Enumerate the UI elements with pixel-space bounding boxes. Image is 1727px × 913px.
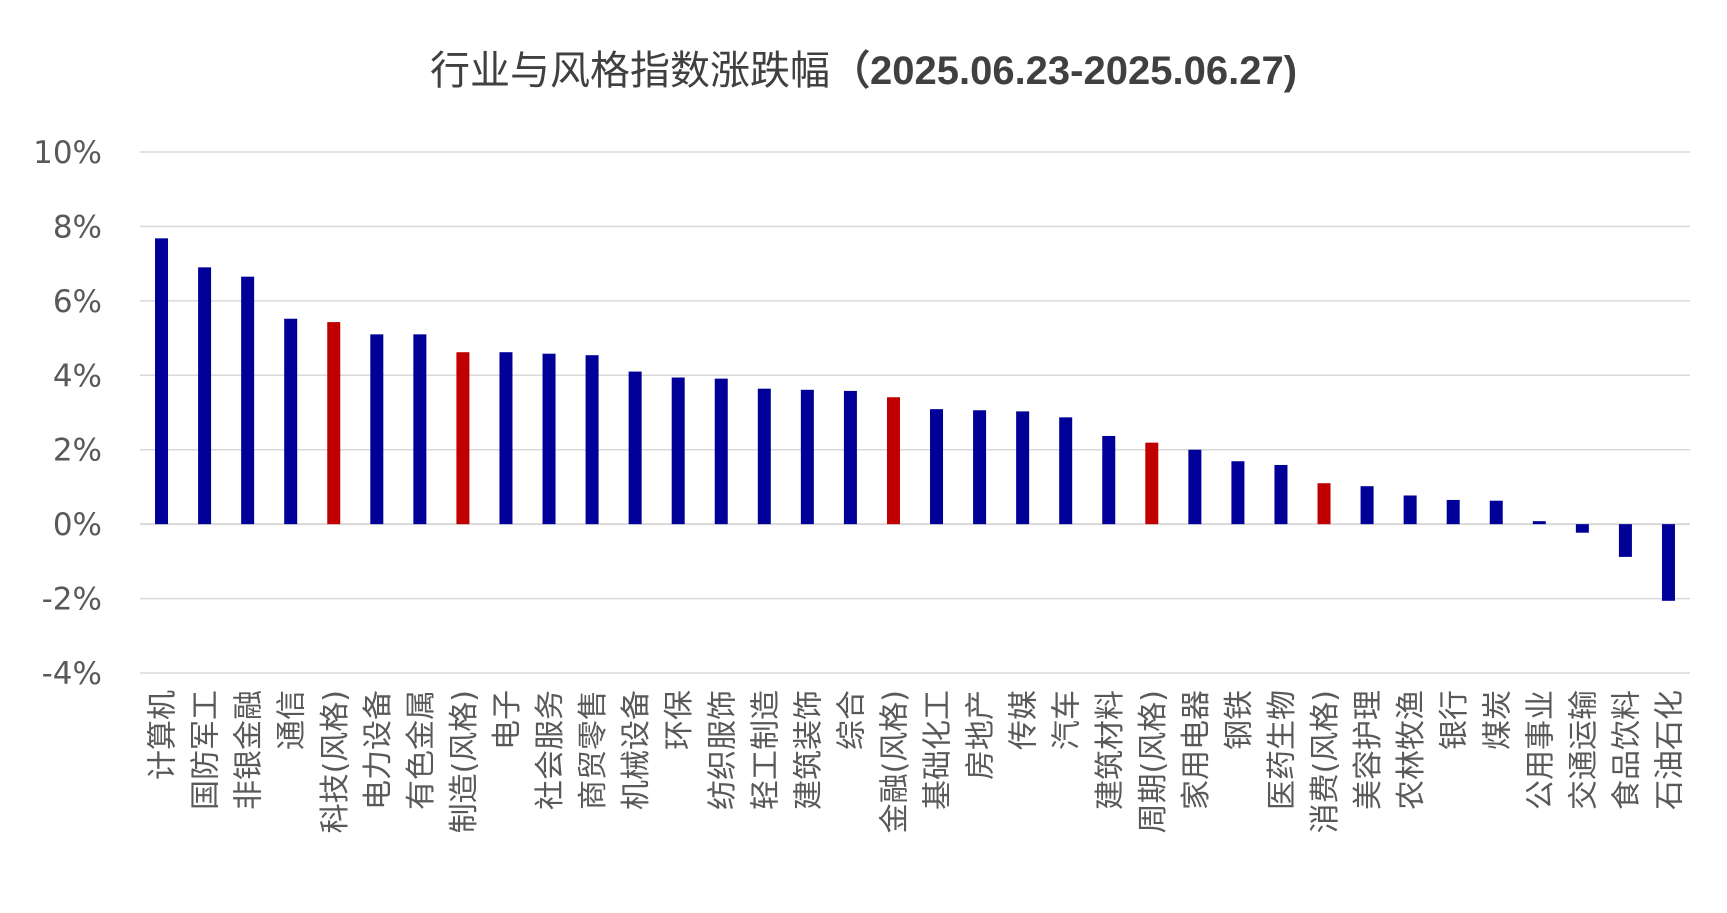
x-tick-label: 环保 bbox=[662, 690, 697, 750]
bar bbox=[1446, 499, 1460, 525]
y-tick-label: 0% bbox=[53, 507, 102, 543]
x-tick-label: 汽车 bbox=[1050, 690, 1085, 750]
x-tick-label: 传媒 bbox=[1007, 690, 1042, 750]
bar bbox=[1102, 435, 1116, 525]
bar bbox=[1016, 411, 1030, 525]
bar bbox=[1403, 495, 1417, 525]
x-tick-label: 美容护理 bbox=[1351, 690, 1386, 810]
bar bbox=[800, 389, 814, 525]
bar bbox=[973, 410, 987, 525]
chart-title-text: 行业与风格指数涨跌幅 bbox=[429, 48, 830, 94]
x-tick-label: 商贸零售 bbox=[576, 690, 611, 810]
bar bbox=[714, 378, 728, 525]
x-tick-label: 社会服务 bbox=[533, 690, 568, 810]
bar bbox=[370, 334, 384, 525]
bar bbox=[1575, 524, 1589, 533]
x-tick-label: 综合 bbox=[834, 690, 869, 750]
x-tick-label: 制造(风格) bbox=[447, 690, 482, 833]
x-tick-label: 家用电器 bbox=[1179, 690, 1214, 810]
x-tick-label: 科技(风格) bbox=[318, 690, 353, 833]
x-tick-label: 周期(风格) bbox=[1136, 690, 1171, 833]
bar bbox=[241, 276, 255, 525]
bar bbox=[1489, 500, 1503, 525]
bar bbox=[198, 267, 212, 525]
bar bbox=[886, 397, 900, 525]
x-tick-label: 轻工制造 bbox=[748, 690, 783, 810]
y-axis-ticks: 10% 8% 6% 4% 2% 0% -2% -4% bbox=[33, 135, 102, 692]
x-tick-label: 钢铁 bbox=[1222, 690, 1257, 750]
bar bbox=[1618, 524, 1632, 557]
x-tick-label: 建筑装饰 bbox=[791, 690, 826, 810]
x-tick-label: 计算机 bbox=[146, 690, 181, 780]
x-tick-label: 煤炭 bbox=[1480, 690, 1515, 750]
bar bbox=[327, 322, 341, 525]
y-tick-label: 2% bbox=[53, 433, 102, 469]
x-tick-label: 建筑材料 bbox=[1093, 690, 1128, 810]
bar bbox=[628, 371, 642, 525]
x-tick-label: 医药生物 bbox=[1265, 690, 1300, 810]
x-tick-label: 电子 bbox=[490, 690, 525, 750]
x-tick-label: 电力设备 bbox=[361, 690, 396, 810]
bar bbox=[1145, 442, 1159, 525]
x-tick-label: 公用事业 bbox=[1523, 690, 1558, 810]
bar bbox=[1532, 521, 1546, 525]
bar bbox=[456, 352, 470, 525]
x-tick-label: 机械设备 bbox=[619, 690, 654, 810]
y-tick-label: 6% bbox=[53, 284, 102, 320]
bar bbox=[1317, 483, 1331, 525]
x-tick-label: 纺织服饰 bbox=[705, 690, 740, 810]
bar bbox=[843, 390, 857, 525]
x-tick-label: 通信 bbox=[275, 690, 310, 750]
bar bbox=[757, 388, 771, 525]
bar bbox=[1360, 486, 1374, 525]
x-tick-label: 基础化工 bbox=[921, 690, 956, 810]
bar bbox=[284, 318, 298, 525]
bar bbox=[1059, 417, 1073, 525]
y-tick-label: -4% bbox=[42, 656, 102, 692]
gridlines bbox=[140, 151, 1690, 674]
x-tick-label: 石油石化 bbox=[1652, 690, 1687, 810]
y-tick-label: -2% bbox=[42, 582, 102, 618]
x-tick-label: 有色金属 bbox=[404, 690, 439, 810]
chart-title-date: （2025.06.23-2025.06.27) bbox=[829, 49, 1298, 93]
bars bbox=[155, 238, 1675, 601]
bar bbox=[542, 353, 556, 525]
x-tick-label: 房地产 bbox=[964, 690, 999, 780]
x-tick-label: 国防军工 bbox=[189, 690, 224, 810]
x-tick-label: 食品饮料 bbox=[1609, 690, 1644, 810]
x-axis-labels: 计算机 国防军工 非银金融 通信 科技(风格) 电力设备 有色金属 制造(风格) 电子 社会服务商… bbox=[146, 690, 1688, 833]
bar bbox=[1231, 461, 1245, 525]
bar bbox=[930, 409, 944, 525]
x-tick-label: 非银金融 bbox=[232, 690, 267, 810]
bar bbox=[1188, 449, 1202, 525]
x-tick-label: 消费(风格) bbox=[1308, 690, 1343, 833]
bar bbox=[155, 238, 169, 525]
bar bbox=[1274, 464, 1288, 525]
bar bbox=[1661, 524, 1675, 601]
y-tick-label: 4% bbox=[53, 358, 102, 394]
y-tick-label: 8% bbox=[53, 209, 102, 245]
bar bbox=[413, 334, 427, 525]
x-tick-label: 银行 bbox=[1437, 690, 1472, 750]
bar bbox=[499, 352, 513, 525]
bar bbox=[585, 355, 599, 525]
x-tick-label: 交通运输 bbox=[1566, 690, 1601, 810]
x-tick-label: 农林牧渔 bbox=[1394, 690, 1429, 810]
bar bbox=[671, 377, 685, 525]
chart-title: 行业与风格指数涨跌幅（2025.06.23-2025.06.27) bbox=[0, 38, 1727, 96]
y-tick-label: 10% bbox=[33, 135, 102, 171]
x-tick-label: 金融(风格) bbox=[877, 690, 912, 833]
